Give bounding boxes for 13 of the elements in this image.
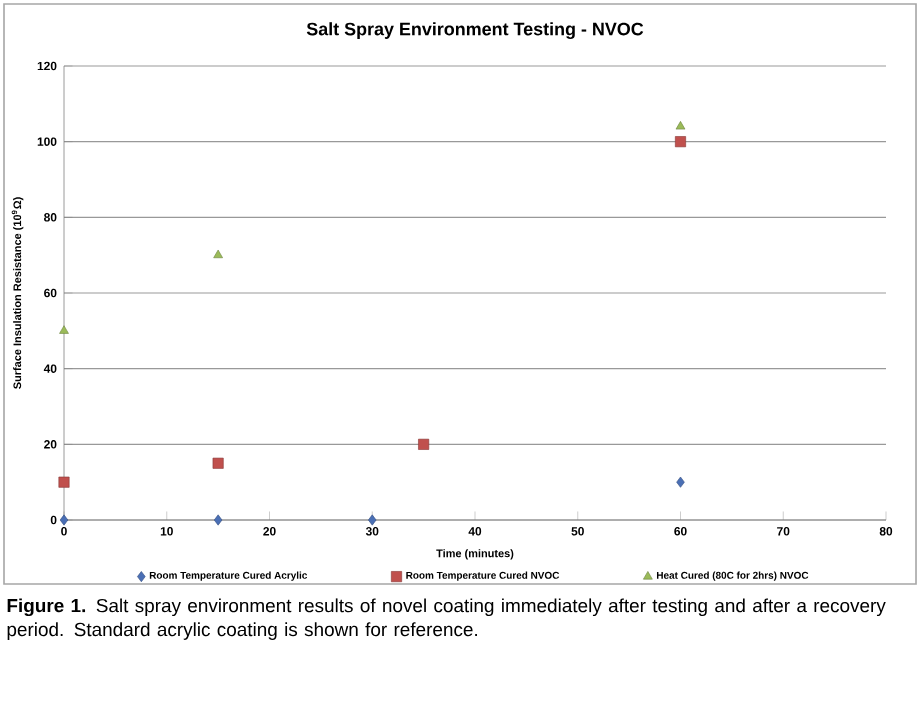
point: [418, 438, 430, 450]
point: [213, 249, 223, 259]
point: [675, 136, 686, 148]
point: [675, 121, 686, 130]
point: [59, 514, 69, 526]
point: [58, 476, 70, 488]
point: [212, 457, 224, 469]
point: [59, 325, 69, 334]
text: Figure 1. Salt spray environment results of novel coating immediately after testing and after a recovery period. Standard acrylic coating is shown for reference.: [7, 598, 886, 640]
chart-title: Salt Spray Environment Testing - NVOC: [306, 22, 644, 40]
point: [368, 514, 377, 526]
point: [676, 476, 685, 488]
point: [213, 514, 223, 526]
